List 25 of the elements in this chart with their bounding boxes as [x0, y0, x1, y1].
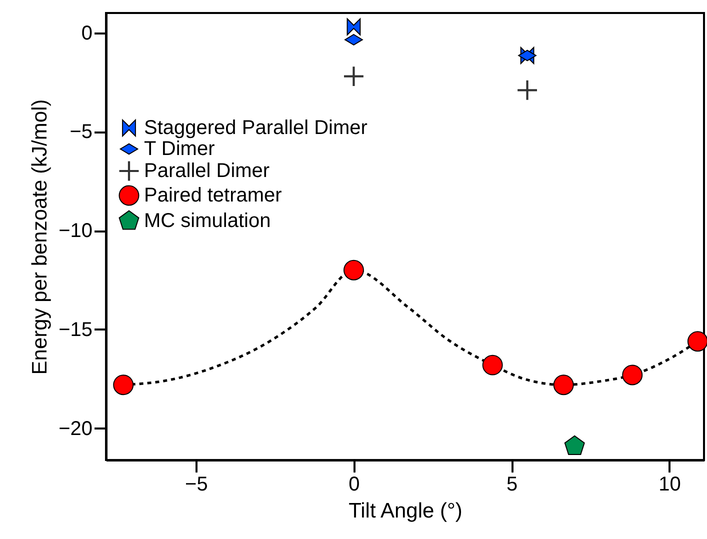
y-tick-label: −20	[58, 418, 92, 440]
point	[482, 354, 503, 376]
y-tick-label: −10	[58, 220, 92, 242]
point	[622, 364, 643, 386]
legend-label: Parallel Dimer	[144, 160, 270, 182]
y-tick-label: −15	[58, 318, 92, 341]
point	[518, 80, 537, 100]
point	[344, 66, 364, 86]
x-tick-label: 0	[348, 474, 360, 496]
legend-label: MC simulation	[144, 210, 271, 232]
point	[343, 260, 364, 280]
x-tick-label: −5	[185, 474, 208, 496]
x-axis-title: Tilt Angle (°)	[348, 500, 462, 522]
point	[687, 331, 707, 352]
point	[113, 374, 134, 396]
legend-label: T Dimer	[144, 138, 216, 160]
x-tick-label: 5	[506, 474, 518, 496]
point	[553, 374, 574, 396]
legend-label: Staggered Parallel Dimer	[144, 117, 368, 139]
y-axis-title: Energy per benzoate (kJ/mol)	[28, 99, 52, 375]
y-tick-label: 0	[81, 22, 92, 44]
point	[564, 435, 585, 455]
x-tick-label: 10	[658, 474, 681, 496]
legend-label: Paired tetramer	[144, 184, 282, 206]
y-tick-label: −5	[70, 121, 92, 144]
